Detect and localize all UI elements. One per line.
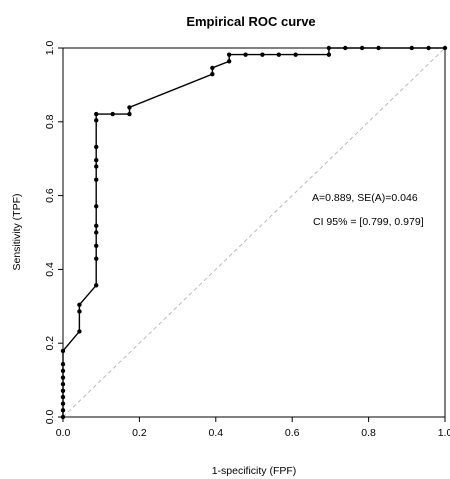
y-tick-label: 0.4 [44, 262, 56, 277]
roc-point [426, 45, 431, 51]
roc-points [60, 45, 448, 420]
roc-point [276, 52, 282, 57]
x-tick-label: 0.0 [56, 427, 71, 439]
roc-point [60, 375, 66, 380]
x-tick-label: 0.2 [132, 427, 147, 439]
roc-point [94, 223, 99, 229]
plot-frame [62, 47, 446, 418]
x-tick-label: 1.0 [438, 427, 450, 439]
roc-point [210, 65, 215, 71]
roc-point [260, 52, 265, 57]
roc-point [293, 52, 298, 57]
y-axis: 0.0 0.2 0.4 0.6 0.8 1.0 [44, 41, 63, 425]
roc-point [94, 118, 99, 123]
roc-point [127, 111, 132, 117]
roc-point [60, 401, 66, 406]
roc-point [94, 177, 99, 182]
x-tick-label: 0.4 [208, 427, 223, 439]
y-axis-label: Sensitivity (TPF) [11, 193, 23, 270]
roc-point [94, 144, 99, 150]
roc-point [94, 256, 99, 261]
roc-point [210, 71, 215, 77]
roc-point [226, 52, 232, 57]
ci-annotation: CI 95% = [0.799, 0.979] [313, 216, 424, 228]
roc-point [77, 309, 82, 314]
roc-point [243, 52, 248, 57]
roc-point [226, 59, 232, 64]
roc-point [326, 45, 332, 51]
roc-point [409, 45, 414, 51]
roc-point [94, 243, 99, 248]
roc-point [326, 52, 332, 57]
y-tick-label: 0.6 [44, 188, 56, 203]
roc-point [110, 111, 115, 117]
roc-point [359, 45, 365, 51]
roc-point [60, 362, 66, 367]
auc-annotation: A=0.889, SE(A)=0.046 [312, 192, 418, 204]
y-tick-label: 0.0 [44, 410, 56, 425]
roc-point [94, 164, 99, 169]
roc-point [442, 45, 448, 51]
roc-point [77, 329, 82, 334]
roc-point [60, 388, 66, 394]
y-tick-label: 0.2 [44, 336, 56, 351]
roc-point [127, 105, 132, 110]
roc-point [94, 204, 99, 209]
roc-point [94, 283, 99, 288]
roc-point [60, 381, 66, 387]
y-tick-label: 1.0 [44, 41, 56, 56]
x-tick-label: 0.8 [361, 427, 376, 439]
roc-point [343, 45, 348, 51]
roc-point [94, 230, 99, 235]
roc-point [60, 348, 66, 354]
roc-point [60, 408, 66, 413]
roc-point [376, 45, 381, 51]
x-axis-label: 1-specificity (FPF) [212, 465, 297, 477]
roc-point [94, 111, 99, 117]
chance-diagonal-line [62, 47, 446, 418]
y-tick-label: 0.8 [44, 114, 56, 129]
x-axis: 0.0 0.2 0.4 0.6 0.8 1.0 [56, 417, 450, 439]
x-tick-label: 0.6 [285, 427, 300, 439]
roc-point [77, 302, 82, 308]
roc-point [60, 394, 66, 400]
roc-point [60, 414, 66, 420]
roc-point [94, 157, 99, 163]
chart-title: Empirical ROC curve [186, 14, 315, 29]
roc-point [60, 368, 66, 374]
